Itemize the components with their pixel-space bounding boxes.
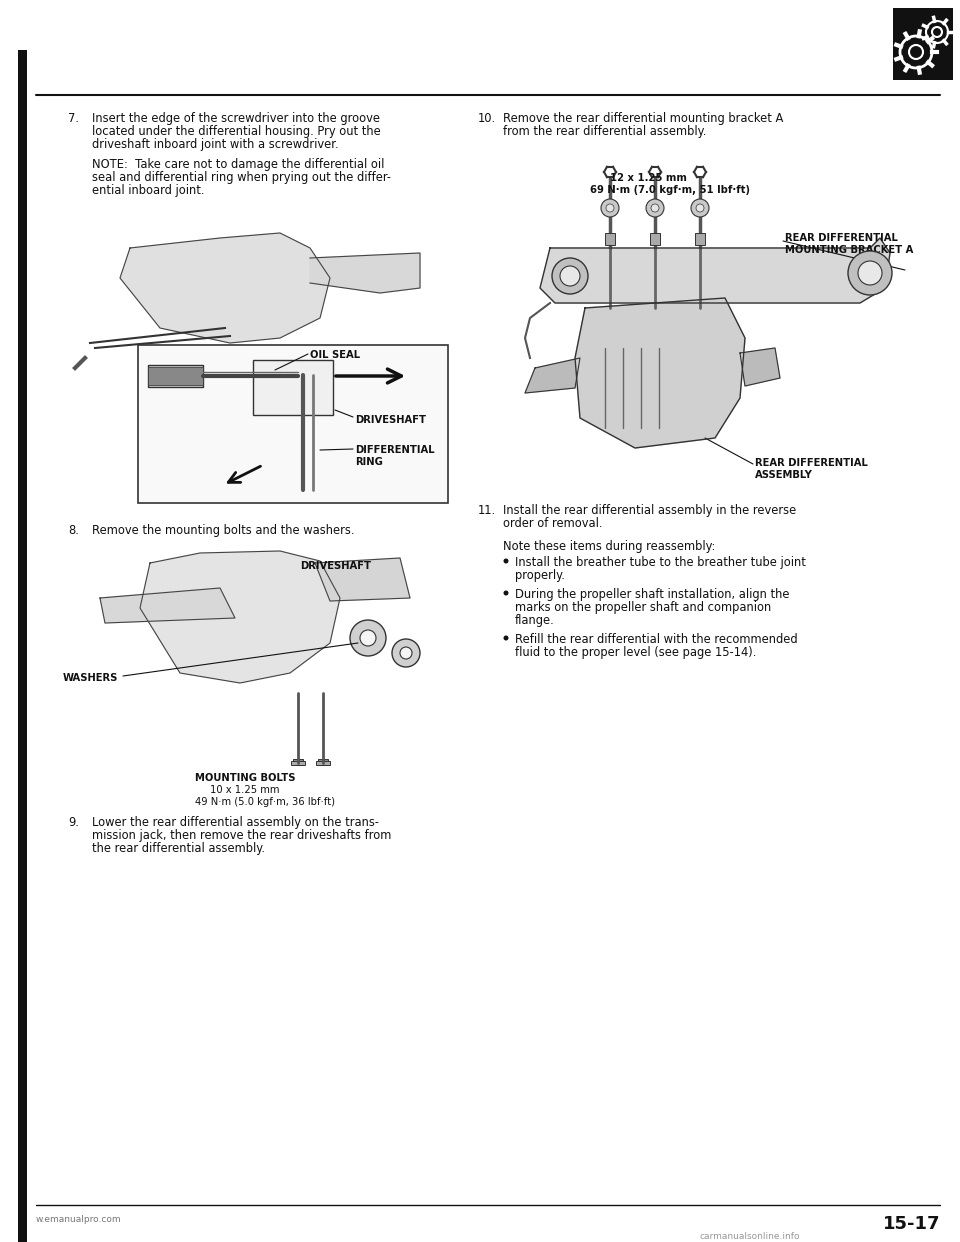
Circle shape xyxy=(848,251,892,296)
Circle shape xyxy=(350,620,386,656)
Text: MOUNTING BRACKET A: MOUNTING BRACKET A xyxy=(785,245,913,255)
Text: DRIVESHAFT: DRIVESHAFT xyxy=(355,415,426,425)
Bar xyxy=(293,759,303,765)
Circle shape xyxy=(560,266,580,286)
Polygon shape xyxy=(120,233,330,343)
Text: Lower the rear differential assembly on the trans-: Lower the rear differential assembly on … xyxy=(92,816,379,828)
Circle shape xyxy=(503,590,509,595)
Text: carmanualsonline.info: carmanualsonline.info xyxy=(700,1232,801,1241)
Text: MOUNTING BOLTS: MOUNTING BOLTS xyxy=(195,773,296,782)
Text: Refill the rear differential with the recommended: Refill the rear differential with the re… xyxy=(515,633,798,646)
Text: 69 N·m (7.0 kgf·m, 51 lbf·ft): 69 N·m (7.0 kgf·m, 51 lbf·ft) xyxy=(590,185,750,195)
Polygon shape xyxy=(540,238,890,303)
Bar xyxy=(605,233,615,245)
Text: order of removal.: order of removal. xyxy=(503,517,603,530)
Polygon shape xyxy=(100,587,235,623)
Text: seal and differential ring when prying out the differ-: seal and differential ring when prying o… xyxy=(92,171,391,184)
Bar xyxy=(650,233,660,245)
Text: ASSEMBLY: ASSEMBLY xyxy=(755,469,813,479)
Circle shape xyxy=(651,204,659,212)
Text: REAR DIFFERENTIAL: REAR DIFFERENTIAL xyxy=(755,458,868,468)
Text: w.emanualpro.com: w.emanualpro.com xyxy=(36,1215,122,1225)
Circle shape xyxy=(858,261,882,284)
Text: 9.: 9. xyxy=(68,816,79,828)
Polygon shape xyxy=(575,298,745,448)
Text: 15-17: 15-17 xyxy=(882,1215,940,1233)
Text: WASHERS: WASHERS xyxy=(63,673,118,683)
Bar xyxy=(316,761,330,765)
Text: 49 N·m (5.0 kgf·m, 36 lbf·ft): 49 N·m (5.0 kgf·m, 36 lbf·ft) xyxy=(195,797,335,807)
Bar xyxy=(18,50,27,1195)
Circle shape xyxy=(360,630,376,646)
Text: During the propeller shaft installation, align the: During the propeller shaft installation,… xyxy=(515,587,789,601)
Text: REAR DIFFERENTIAL: REAR DIFFERENTIAL xyxy=(785,233,898,243)
Circle shape xyxy=(503,636,509,641)
Text: Remove the rear differential mounting bracket A: Remove the rear differential mounting br… xyxy=(503,112,783,125)
Text: OIL SEAL: OIL SEAL xyxy=(310,350,360,360)
Text: mission jack, then remove the rear driveshafts from: mission jack, then remove the rear drive… xyxy=(92,828,392,842)
Text: ential inboard joint.: ential inboard joint. xyxy=(92,184,204,197)
Circle shape xyxy=(400,647,412,660)
Bar xyxy=(695,233,705,245)
Polygon shape xyxy=(140,551,340,683)
Text: NOTE:  Take care not to damage the differential oil: NOTE: Take care not to damage the differ… xyxy=(92,158,384,171)
Text: properly.: properly. xyxy=(515,569,564,582)
Text: 7.: 7. xyxy=(68,112,79,125)
Bar xyxy=(893,7,953,79)
Bar xyxy=(148,366,203,385)
Circle shape xyxy=(696,204,704,212)
Bar xyxy=(148,365,203,388)
Circle shape xyxy=(392,638,420,667)
Circle shape xyxy=(691,199,709,217)
Text: 10.: 10. xyxy=(478,112,496,125)
Text: 12 x 1.25 mm: 12 x 1.25 mm xyxy=(610,173,686,183)
Text: Install the breather tube to the breather tube joint: Install the breather tube to the breathe… xyxy=(515,556,805,569)
Circle shape xyxy=(601,199,619,217)
Text: Note these items during reassembly:: Note these items during reassembly: xyxy=(503,540,715,553)
Text: fluid to the proper level (see page 15-14).: fluid to the proper level (see page 15-1… xyxy=(515,646,756,660)
Text: 10 x 1.25 mm: 10 x 1.25 mm xyxy=(210,785,279,795)
Text: located under the differential housing. Pry out the: located under the differential housing. … xyxy=(92,125,381,138)
Text: the rear differential assembly.: the rear differential assembly. xyxy=(92,842,265,854)
Bar xyxy=(138,345,448,503)
Polygon shape xyxy=(310,253,420,293)
Text: RING: RING xyxy=(355,457,383,467)
Text: Remove the mounting bolts and the washers.: Remove the mounting bolts and the washer… xyxy=(92,524,354,537)
Text: 11.: 11. xyxy=(478,504,496,517)
Text: marks on the propeller shaft and companion: marks on the propeller shaft and compani… xyxy=(515,601,771,614)
Bar xyxy=(291,761,305,765)
Text: from the rear differential assembly.: from the rear differential assembly. xyxy=(503,125,707,138)
Text: DRIVESHAFT: DRIVESHAFT xyxy=(300,561,371,571)
Text: Install the rear differential assembly in the reverse: Install the rear differential assembly i… xyxy=(503,504,796,517)
Text: driveshaft inboard joint with a screwdriver.: driveshaft inboard joint with a screwdri… xyxy=(92,138,339,152)
Circle shape xyxy=(646,199,664,217)
Text: flange.: flange. xyxy=(515,614,555,627)
Bar xyxy=(18,1195,27,1242)
Text: Insert the edge of the screwdriver into the groove: Insert the edge of the screwdriver into … xyxy=(92,112,380,125)
Text: DIFFERENTIAL: DIFFERENTIAL xyxy=(355,445,435,455)
Circle shape xyxy=(552,258,588,294)
Circle shape xyxy=(606,204,614,212)
Polygon shape xyxy=(525,358,580,392)
Polygon shape xyxy=(315,558,410,601)
Circle shape xyxy=(503,559,509,564)
Polygon shape xyxy=(740,348,780,386)
Bar xyxy=(253,360,333,415)
Bar xyxy=(318,759,328,765)
Text: 8.: 8. xyxy=(68,524,79,537)
